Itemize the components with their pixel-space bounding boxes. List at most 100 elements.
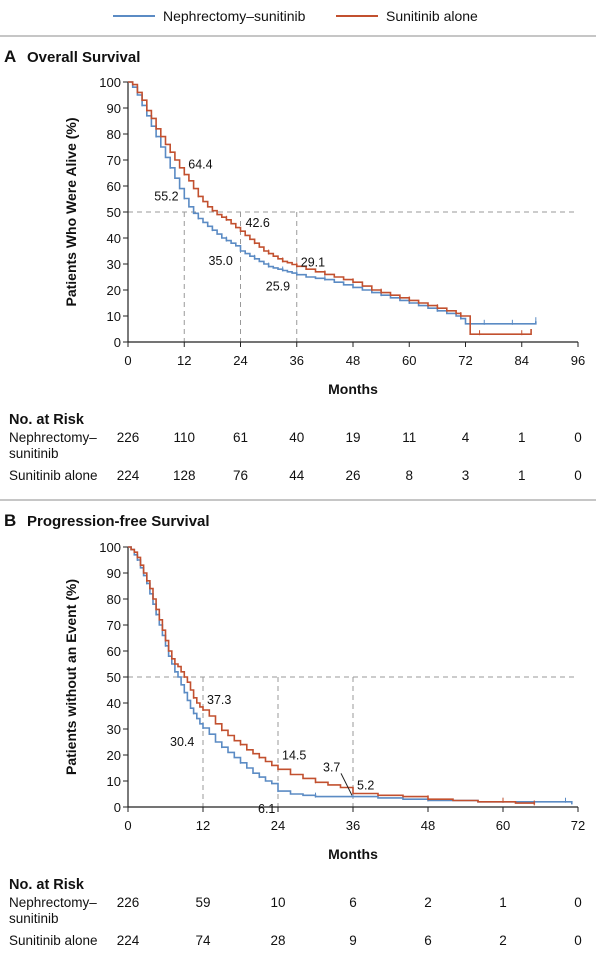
at-risk-row-label: Nephrectomy– <box>9 895 97 910</box>
y-tick-label: 30 <box>107 257 121 272</box>
y-tick-label: 40 <box>107 231 121 246</box>
panel-title: Overall Survival <box>27 49 140 66</box>
at-risk-value: 0 <box>574 430 582 445</box>
panel-letter: B <box>4 511 16 530</box>
data-label: 14.5 <box>282 748 306 762</box>
data-label: 3.7 <box>323 760 340 774</box>
data-label: 55.2 <box>154 189 178 203</box>
y-tick-label: 20 <box>107 283 121 298</box>
x-tick-label: 36 <box>346 818 360 833</box>
y-tick-label: 70 <box>107 618 121 633</box>
at-risk-row-label: sunitinib <box>9 911 59 926</box>
at-risk-value: 19 <box>345 430 360 445</box>
legend-label: Nephrectomy–sunitinib <box>163 8 306 24</box>
y-tick-label: 80 <box>107 127 121 142</box>
x-axis-label: Months <box>328 381 378 397</box>
y-axis-label: Patients without an Event (%) <box>63 579 79 775</box>
y-tick-label: 80 <box>107 592 121 607</box>
x-tick-label: 24 <box>271 818 285 833</box>
x-tick-label: 72 <box>571 818 585 833</box>
y-tick-label: 60 <box>107 179 121 194</box>
x-tick-label: 84 <box>515 353 529 368</box>
x-tick-label: 0 <box>124 818 131 833</box>
at-risk-value: 9 <box>349 933 357 948</box>
data-label: 29.1 <box>301 255 325 269</box>
data-label: 25.9 <box>266 280 290 294</box>
x-tick-label: 0 <box>124 353 131 368</box>
at-risk-value: 11 <box>402 430 416 445</box>
x-tick-label: 48 <box>346 353 360 368</box>
x-axis-label: Months <box>328 846 378 862</box>
x-tick-label: 48 <box>421 818 435 833</box>
data-label: 5.2 <box>357 778 374 792</box>
at-risk-row-label: Sunitinib alone <box>9 468 98 483</box>
x-tick-label: 60 <box>402 353 416 368</box>
y-tick-label: 10 <box>107 774 121 789</box>
at-risk-value: 59 <box>195 895 210 910</box>
at-risk-value: 40 <box>289 430 304 445</box>
at-risk-value: 6 <box>424 933 432 948</box>
at-risk-value: 44 <box>289 468 305 483</box>
at-risk-value: 226 <box>117 430 140 445</box>
y-tick-label: 50 <box>107 670 121 685</box>
at-risk-value: 26 <box>345 468 360 483</box>
y-tick-label: 0 <box>114 800 121 815</box>
at-risk-value: 128 <box>173 468 196 483</box>
y-tick-label: 90 <box>107 566 121 581</box>
y-tick-label: 60 <box>107 644 121 659</box>
at-risk-value: 76 <box>233 468 248 483</box>
at-risk-value: 224 <box>117 468 140 483</box>
x-tick-label: 36 <box>290 353 304 368</box>
y-tick-label: 30 <box>107 722 121 737</box>
y-axis-label: Patients Who Were Alive (%) <box>63 117 79 306</box>
at-risk-row-label: Nephrectomy– <box>9 430 97 445</box>
x-tick-label: 72 <box>458 353 472 368</box>
at-risk-value: 0 <box>574 933 582 948</box>
at-risk-value: 8 <box>405 468 413 483</box>
at-risk-value: 61 <box>233 430 248 445</box>
annotation-leader-line <box>340 773 353 796</box>
survival-curve-nephrectomy-sunitinib <box>128 81 537 325</box>
y-tick-label: 10 <box>107 309 121 324</box>
y-tick-label: 50 <box>107 205 121 220</box>
y-tick-label: 70 <box>107 153 121 168</box>
survival-curve-nephrectomy-sunitinib <box>128 546 573 805</box>
at-risk-value: 10 <box>270 895 285 910</box>
at-risk-value: 3 <box>462 468 470 483</box>
at-risk-value: 226 <box>117 895 140 910</box>
y-tick-label: 0 <box>114 335 121 350</box>
at-risk-value: 110 <box>173 430 195 445</box>
at-risk-row-label: Sunitinib alone <box>9 933 98 948</box>
data-label: 35.0 <box>209 254 233 268</box>
data-label: 64.4 <box>188 158 212 172</box>
panel-letter: A <box>4 47 16 66</box>
at-risk-value: 1 <box>518 430 526 445</box>
at-risk-row-label: sunitinib <box>9 446 59 461</box>
at-risk-title: No. at Risk <box>9 877 85 893</box>
at-risk-title: No. at Risk <box>9 412 85 428</box>
x-tick-label: 12 <box>196 818 210 833</box>
at-risk-value: 1 <box>518 468 526 483</box>
y-tick-label: 100 <box>99 75 121 90</box>
at-risk-value: 4 <box>462 430 470 445</box>
legend-label: Sunitinib alone <box>386 8 478 24</box>
x-tick-label: 96 <box>571 353 585 368</box>
at-risk-value: 28 <box>270 933 285 948</box>
data-label: 30.4 <box>170 735 194 749</box>
at-risk-value: 74 <box>195 933 211 948</box>
at-risk-value: 0 <box>574 895 582 910</box>
x-tick-label: 12 <box>177 353 191 368</box>
survival-curve-sunitinib-alone <box>128 81 532 335</box>
at-risk-value: 6 <box>349 895 357 910</box>
y-tick-label: 20 <box>107 748 121 763</box>
y-tick-label: 90 <box>107 101 121 116</box>
at-risk-value: 2 <box>499 933 507 948</box>
x-tick-label: 60 <box>496 818 510 833</box>
at-risk-value: 2 <box>424 895 432 910</box>
data-label: 37.3 <box>207 693 231 707</box>
